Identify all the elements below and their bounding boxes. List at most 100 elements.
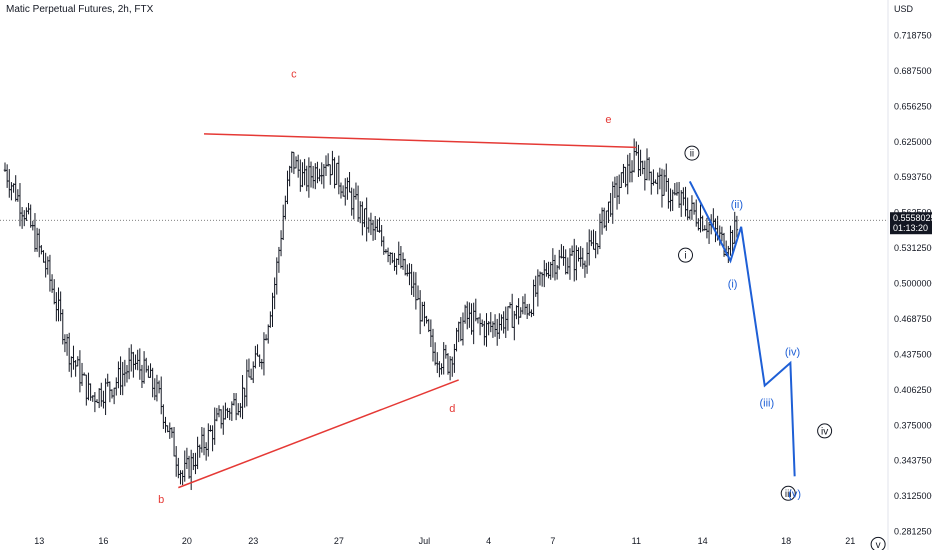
ohlc-bar	[7, 169, 11, 198]
ohlc-bar	[142, 351, 146, 384]
ohlc-bar	[688, 209, 692, 220]
ohlc-bar	[112, 387, 116, 405]
ohlc-bar	[213, 407, 217, 445]
ohlc-bar	[386, 247, 390, 263]
ohlc-bar	[523, 293, 527, 315]
ohlc-bar	[570, 245, 574, 256]
ohlc-bar	[735, 215, 739, 238]
x-tick-label: 18	[781, 536, 791, 546]
ohlc-bar	[207, 423, 210, 457]
ohlc-bar	[442, 342, 445, 375]
ohlc-bar	[20, 207, 24, 229]
ohlc-bar	[299, 159, 302, 192]
ohlc-bar	[162, 404, 165, 429]
ohlc-bar	[18, 183, 22, 227]
ohlc-bar	[510, 293, 514, 328]
wave-label-circle	[780, 485, 796, 501]
wave-label: e	[605, 114, 611, 126]
wave-label: i	[684, 251, 686, 262]
ohlc-bar	[410, 263, 413, 295]
ohlc-bar	[172, 426, 176, 457]
ohlc-bar	[67, 332, 71, 372]
ohlc-bar	[70, 356, 73, 378]
ohlc-bar	[42, 250, 45, 263]
ohlc-bar	[423, 301, 426, 327]
ohlc-bar	[617, 174, 621, 205]
ohlc-bar	[508, 302, 512, 309]
ohlc-bar	[153, 378, 157, 401]
ohlc-bar	[401, 252, 405, 270]
ohlc-bar	[504, 306, 508, 338]
ohlc-bar	[474, 298, 478, 322]
ohlc-bar	[701, 215, 704, 232]
ohlc-bar	[284, 195, 287, 220]
ohlc-bar	[337, 155, 341, 195]
ohlc-bar	[269, 311, 272, 328]
ohlc-bar	[348, 171, 351, 193]
ohlc-bar	[581, 247, 585, 269]
ohlc-bar	[485, 313, 488, 347]
ohlc-bar	[397, 241, 401, 265]
ohlc-bar	[429, 319, 433, 348]
ohlc-bar	[121, 361, 124, 396]
ohlc-bar	[532, 279, 535, 316]
ohlc-bar	[258, 354, 261, 367]
ohlc-bar	[592, 229, 595, 250]
ohlc-bar	[699, 204, 702, 233]
ohlc-bar	[239, 403, 242, 418]
ohlc-bar	[435, 352, 439, 374]
ohlc-bar	[382, 236, 386, 255]
ohlc-bar	[29, 204, 32, 228]
bar-countdown: 01:13:20	[893, 223, 928, 233]
ohlc-bar	[506, 306, 510, 331]
currency-label: USD	[894, 4, 914, 14]
x-tick-label: 4	[486, 536, 491, 546]
ohlc-bar	[78, 350, 82, 393]
ohlc-bar	[168, 422, 172, 439]
ohlc-bar	[346, 177, 349, 200]
chart-title: Matic Perpetual Futures, 2h, FTX	[6, 4, 154, 15]
ohlc-bar	[40, 245, 43, 255]
ohlc-bar	[692, 202, 696, 215]
x-tick-label: 11	[632, 536, 641, 546]
ohlc-bar	[635, 141, 638, 156]
ohlc-bar	[245, 359, 249, 407]
ohlc-bar	[177, 457, 180, 479]
ohlc-bar	[106, 373, 110, 387]
ohlc-bar	[260, 358, 264, 370]
ohlc-bar	[243, 387, 246, 408]
ohlc-bar	[534, 275, 538, 297]
ohlc-bar	[609, 192, 612, 217]
ohlc-bar	[465, 301, 469, 330]
trendline	[178, 379, 459, 489]
time-axis[interactable]: 13 16 20 23 27 Jul 4 7 11 14 18 21	[34, 536, 855, 546]
ohlc-bar	[294, 156, 298, 169]
ohlc-bar	[292, 151, 296, 175]
ohlc-bar	[585, 242, 589, 274]
ohlc-bar	[553, 254, 557, 281]
ohlc-bar	[281, 204, 285, 241]
ohlc-bar	[433, 342, 437, 366]
ohlc-bar	[613, 176, 617, 198]
ohlc-bar	[450, 356, 454, 377]
ohlc-bar	[44, 252, 47, 278]
ohlc-bar	[134, 354, 137, 370]
ohlc-bar	[729, 225, 732, 256]
ohlc-bar	[733, 211, 737, 244]
x-tick-label: 21	[845, 536, 855, 546]
ohlc-bar	[476, 317, 480, 324]
ohlc-bar	[577, 247, 580, 262]
ohlc-bar	[35, 227, 39, 252]
ohlc-bar	[365, 197, 368, 242]
ohlc-bar	[110, 389, 114, 399]
ohlc-bar	[620, 172, 623, 189]
ohlc-bar	[493, 314, 497, 337]
ohlc-bar	[194, 452, 197, 475]
ohlc-bar	[140, 364, 144, 388]
ohlc-bar	[373, 216, 377, 240]
